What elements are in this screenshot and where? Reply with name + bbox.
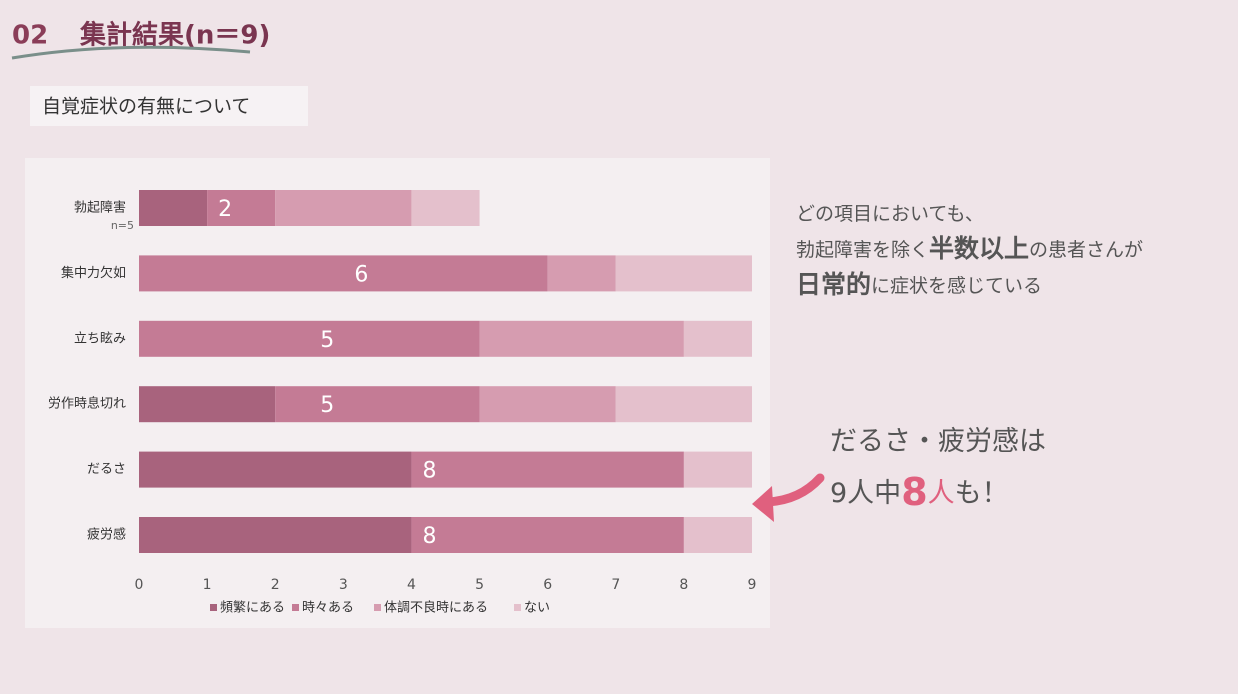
- legend-label: 頻繁にある: [220, 600, 285, 616]
- slide-title: 集計結果(n＝9): [79, 20, 270, 51]
- bar-segment: [615, 255, 752, 292]
- text-segment: どの項目においても、: [796, 203, 984, 225]
- bar-label: 5: [320, 328, 334, 353]
- x-tick-label: 0: [135, 577, 144, 593]
- text-segment: 勃起障害を除く: [796, 239, 929, 261]
- x-tick-label: 2: [271, 577, 280, 593]
- text-segment: 9人中: [830, 478, 901, 509]
- bar-segment: [683, 517, 752, 553]
- bar-label: 2: [218, 197, 232, 222]
- x-tick-label: 1: [203, 577, 212, 593]
- text-line: 勃起障害を除く半数以上の患者さんが: [796, 234, 1143, 263]
- x-tick-label: 3: [339, 577, 348, 593]
- bar-segment: [411, 190, 480, 226]
- callout-arrow: [763, 473, 825, 507]
- legend-label: ない: [524, 601, 550, 616]
- bar-segment: [547, 255, 616, 292]
- callout-arrowhead: [752, 486, 774, 522]
- bar-segment: [139, 517, 412, 553]
- bar-segment: [139, 320, 480, 357]
- text-segment: だるさ・疲労感は: [830, 426, 1046, 457]
- text-segment: 日常的: [796, 270, 871, 299]
- category-label: 集中力欠如: [61, 265, 126, 281]
- bar-segment: [139, 255, 548, 292]
- bar-segment: [207, 190, 276, 226]
- bar-label: 6: [354, 262, 368, 287]
- bar-segment: [139, 451, 412, 488]
- category-label: 勃起障害: [74, 200, 126, 216]
- x-tick-label: 9: [748, 577, 757, 593]
- text-segment: に症状を感じている: [871, 275, 1042, 297]
- text-segment: 人: [928, 478, 955, 509]
- legend-swatch: [374, 604, 381, 611]
- legend-label: 体調不良時にある: [384, 600, 488, 616]
- text-line: 日常的に症状を感じている: [796, 270, 1042, 299]
- category-label: 労作時息切れ: [48, 396, 126, 412]
- bar-segment: [683, 320, 752, 357]
- subtitle: 自覚症状の有無について: [42, 96, 250, 118]
- legend-swatch: [514, 604, 521, 611]
- text-line: だるさ・疲労感は: [830, 426, 1046, 457]
- text-line: 9人中8人も！: [830, 470, 1009, 514]
- x-tick-label: 6: [543, 577, 552, 593]
- legend-swatch: [292, 604, 299, 611]
- text-segment: の患者さんが: [1029, 239, 1143, 261]
- bar-segment: [139, 190, 208, 226]
- title-swoosh: [11, 45, 251, 60]
- section-number: 02: [12, 21, 48, 51]
- category-label: だるさ: [87, 462, 126, 477]
- text-line: どの項目においても、: [796, 203, 984, 225]
- bar-segment: [479, 320, 684, 357]
- bar-segment: [615, 386, 752, 423]
- x-tick-label: 7: [611, 577, 620, 593]
- x-tick-label: 4: [407, 577, 416, 593]
- bar-segment: [411, 451, 684, 488]
- bar-segment: [275, 190, 412, 226]
- text-segment: 半数以上: [929, 234, 1029, 263]
- bar-segment: [275, 386, 480, 423]
- chart: 0 1 2 3 4 5 6 7 8 9 勃起障害 n=5 2 集中力欠如 6 立ち眩み 5 労作時息切れ 5 だるさ 8…: [48, 190, 756, 616]
- subtitle-box: [30, 86, 308, 126]
- category-label: 疲労感: [87, 527, 126, 543]
- bar-label: 5: [320, 393, 334, 418]
- x-tick-label: 5: [475, 577, 484, 593]
- legend-swatch: [210, 604, 217, 611]
- bar-segment: [411, 517, 684, 553]
- bar-label: 8: [422, 459, 436, 484]
- x-tick-label: 8: [679, 577, 688, 593]
- bar-segment: [479, 386, 616, 423]
- bar-label: 8: [422, 524, 436, 549]
- bar-segment: [683, 451, 752, 488]
- bar-segment: [139, 386, 276, 423]
- text-segment: も！: [955, 478, 1009, 509]
- category-note: n=5: [111, 219, 134, 232]
- category-label: 立ち眩み: [74, 330, 126, 346]
- text-segment: 8: [901, 470, 927, 514]
- legend-label: 時々ある: [302, 601, 354, 616]
